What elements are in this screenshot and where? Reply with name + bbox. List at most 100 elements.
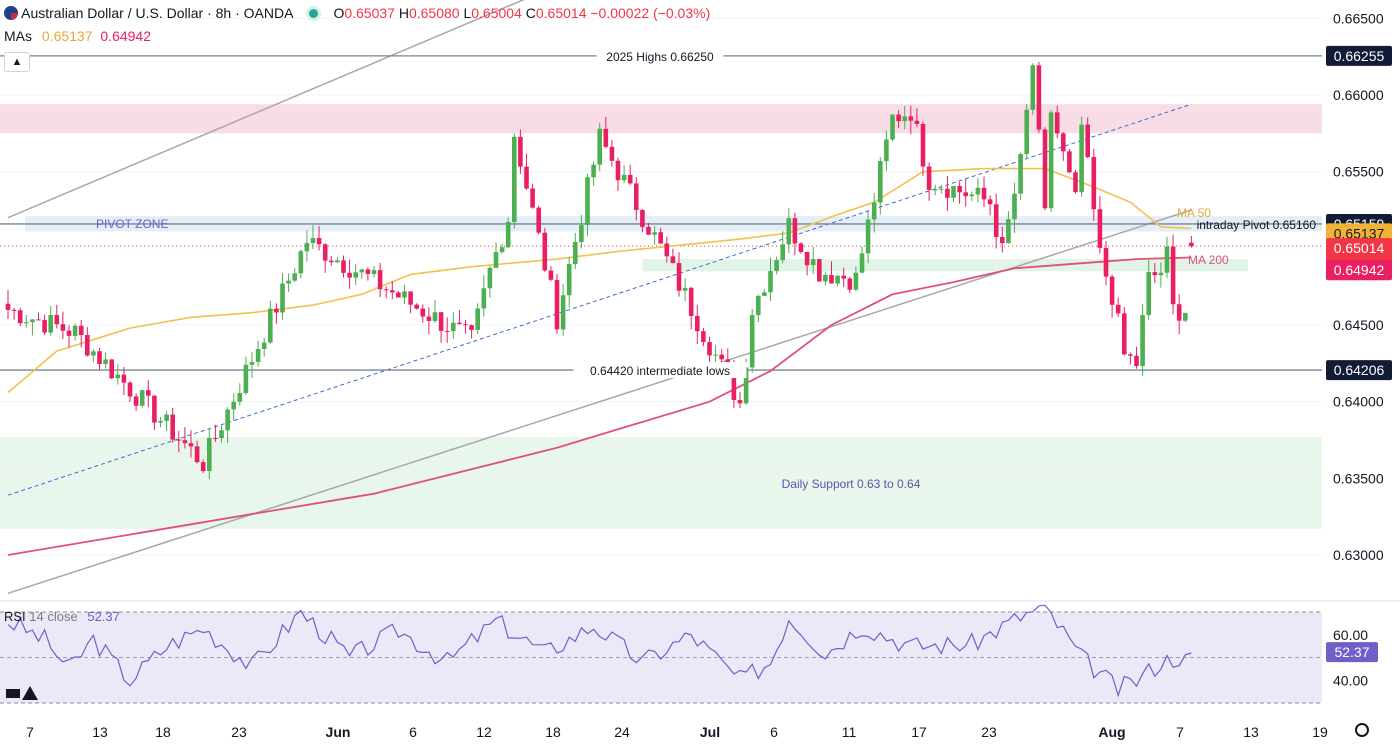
- candle-body: [54, 315, 60, 325]
- candle-body: [591, 164, 596, 178]
- candle-body: [896, 114, 901, 122]
- tag-ma50-text: 0.65137: [1334, 225, 1385, 241]
- candle-body: [66, 330, 72, 336]
- candle-body: [1091, 157, 1097, 210]
- candle-body: [103, 359, 108, 364]
- candle-body: [664, 243, 670, 257]
- candle-body: [298, 251, 304, 274]
- candle-body: [554, 279, 560, 330]
- candle-body: [1085, 124, 1090, 158]
- candle-body: [969, 194, 975, 197]
- candle-body: [908, 116, 914, 121]
- open-value: 0.65037: [344, 5, 395, 21]
- candle-body: [634, 183, 639, 210]
- candle-body: [804, 251, 810, 266]
- candle-body: [390, 290, 395, 293]
- candle-body: [841, 275, 846, 279]
- rsi-tick-label: 60.00: [1333, 627, 1368, 643]
- y-tick-label: 0.66000: [1333, 87, 1384, 103]
- candle-body: [676, 263, 682, 291]
- candle-body: [792, 218, 798, 244]
- candle-body: [91, 351, 96, 356]
- level-label-bg: [596, 47, 724, 64]
- level-label: 2025 Highs 0.66250: [606, 50, 714, 64]
- candle-body: [1176, 304, 1182, 321]
- candle-body: [188, 443, 194, 447]
- mas-legend[interactable]: MAs 0.65137 0.64942: [4, 28, 151, 44]
- upper-channel-line: [7, 0, 525, 219]
- candle-body: [1158, 272, 1164, 276]
- candle-body: [30, 319, 35, 323]
- candle-body: [493, 252, 499, 268]
- tag-rsi: [1326, 642, 1378, 663]
- candle-body: [1109, 276, 1115, 305]
- tag-rsi-text: 52.37: [1334, 644, 1369, 660]
- candle-body: [1146, 272, 1151, 316]
- candle-body: [268, 308, 273, 343]
- candle-body: [225, 409, 230, 431]
- candle-body: [701, 331, 706, 342]
- tag-2025-highs: [1326, 45, 1392, 66]
- candle-body: [231, 401, 236, 410]
- candle-body: [536, 207, 541, 233]
- tag-ma200: [1326, 260, 1392, 281]
- candle-body: [573, 242, 578, 265]
- ma200-legend-value: 0.64942: [100, 28, 151, 44]
- candle-body: [371, 270, 377, 274]
- candle-body: [170, 414, 175, 440]
- x-tick-label: 23: [231, 724, 247, 740]
- x-tick-label: 23: [981, 724, 997, 740]
- open-label: O: [333, 5, 345, 21]
- candle-body: [207, 438, 212, 472]
- settings-gear-icon[interactable]: [1355, 723, 1369, 737]
- green-small-zone: [642, 259, 1248, 272]
- candle-body: [463, 324, 468, 326]
- candle-body: [322, 244, 328, 261]
- candle-body: [823, 274, 828, 282]
- candle-body: [926, 166, 932, 190]
- candle-body: [237, 393, 243, 402]
- ma200-label: MA 200: [1188, 253, 1229, 267]
- candle-body: [341, 260, 346, 273]
- y-tick-label: 0.66500: [1333, 10, 1384, 26]
- candle-body: [640, 209, 645, 227]
- candle-body: [274, 308, 279, 313]
- x-tick-label: 18: [155, 724, 171, 740]
- candle-body: [5, 303, 11, 310]
- candle-body: [115, 374, 121, 379]
- candle-body: [579, 225, 584, 243]
- candle-body: [17, 310, 23, 324]
- x-tick-label: Jul: [700, 724, 720, 740]
- level-label: intraday Pivot 0.65160: [1197, 218, 1317, 232]
- candle-body: [249, 362, 255, 365]
- tag-current-price-text: 0.65014: [1334, 240, 1385, 256]
- tag-intermediate-lows-text: 0.64206: [1334, 362, 1385, 378]
- symbol-header[interactable]: Australian Dollar / U.S. Dollar · 8h · O…: [4, 5, 710, 21]
- collapse-legend-button[interactable]: ▲: [4, 52, 30, 72]
- candle-body: [847, 278, 853, 290]
- candle-body: [121, 374, 127, 383]
- candle-body: [743, 367, 749, 404]
- candle-body: [670, 256, 676, 264]
- candle-body: [658, 232, 663, 244]
- candle-body: [737, 399, 743, 404]
- candle-body: [164, 414, 169, 421]
- candle-body: [194, 446, 200, 463]
- candle-body: [48, 315, 53, 333]
- candle-body: [756, 295, 761, 316]
- candle-body: [1152, 272, 1158, 276]
- candle-body: [518, 136, 523, 167]
- candle-body: [597, 128, 602, 165]
- rsi-legend[interactable]: RSI 14 close 52.37: [4, 609, 120, 624]
- candle-body: [481, 288, 487, 309]
- y-tick-label: 0.65500: [1333, 164, 1384, 180]
- candle-body: [255, 348, 261, 363]
- candle-body: [1067, 151, 1072, 173]
- candle-body: [865, 219, 871, 254]
- candle-body: [499, 247, 505, 253]
- x-tick-label: 17: [911, 724, 927, 740]
- candle-body: [810, 259, 816, 266]
- candle-body: [1054, 112, 1060, 134]
- candle-body: [512, 136, 517, 222]
